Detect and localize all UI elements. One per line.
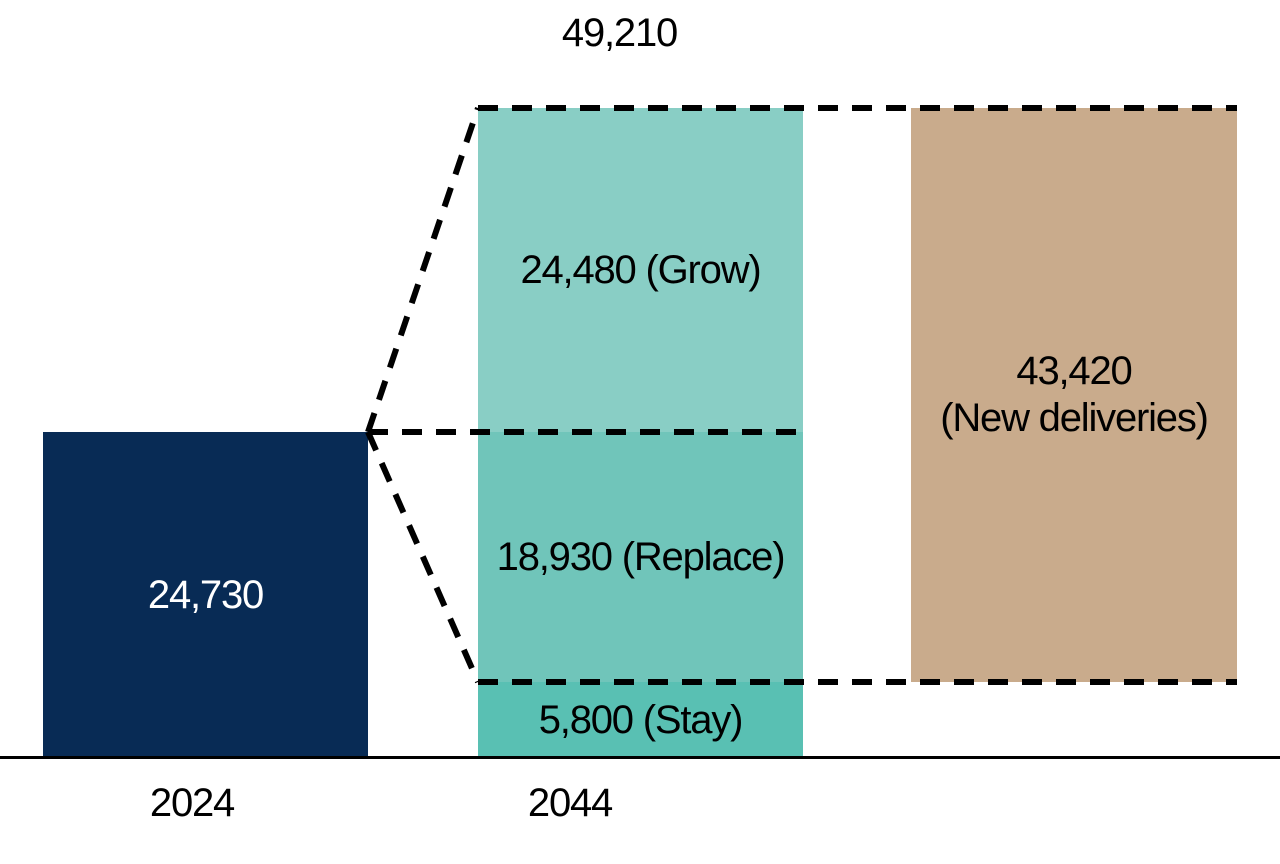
segment-grow: 24,480 (Grow) <box>478 108 803 432</box>
total-label-2044: 49,210 <box>561 11 678 55</box>
bar-new-deliveries: 43,420 (New deliveries) <box>911 108 1237 682</box>
segment-grow-label: 24,480 (Grow) <box>520 248 761 292</box>
segment-replace: 18,930 (Replace) <box>478 432 803 682</box>
segment-stay-label: 5,800 (Stay) <box>538 698 744 742</box>
bar-2024-value-label: 24,730 <box>147 573 264 617</box>
x-axis-label-2024: 2024 <box>149 781 235 825</box>
bar-new-deliveries-value-label: 43,420 <box>1016 349 1132 393</box>
bar-new-deliveries-name-label: (New deliveries) <box>940 396 1209 440</box>
bar-2044-stacked: 24,480 (Grow) 18,930 (Replace) 5,800 (St… <box>478 108 803 758</box>
segment-stay: 5,800 (Stay) <box>478 682 803 758</box>
dashed-connector-up-diagonal <box>365 107 481 433</box>
bar-2024: 24,730 <box>43 432 368 758</box>
dashed-connector-down-diagonal <box>365 430 481 684</box>
segment-replace-label: 18,930 (Replace) <box>496 535 786 579</box>
x-axis-label-2044: 2044 <box>527 781 613 825</box>
